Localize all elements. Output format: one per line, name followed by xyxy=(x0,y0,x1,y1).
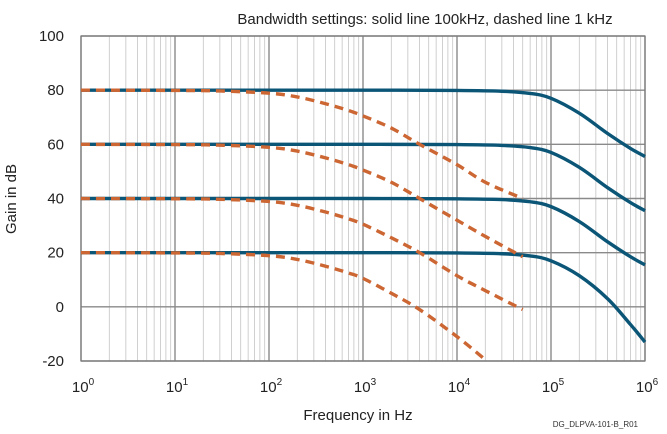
x-tick-exponent: 4 xyxy=(465,377,471,388)
x-tick-base: 10 xyxy=(354,379,371,396)
x-tick-label: 105 xyxy=(542,377,565,396)
dashed-gain-curve-5 xyxy=(80,142,524,259)
x-tick-label: 102 xyxy=(260,377,283,396)
dashed-gain-curve-4 xyxy=(80,88,524,201)
x-tick-base: 10 xyxy=(448,379,465,396)
x-tick-exponent: 0 xyxy=(89,377,95,388)
x-tick-base: 10 xyxy=(166,379,183,396)
x-tick-label: 103 xyxy=(354,377,377,396)
y-axis-title: Gain in dB xyxy=(3,164,20,234)
x-tick-exponent: 1 xyxy=(183,377,189,388)
y-tick-label: 100 xyxy=(39,28,64,45)
x-tick-base: 10 xyxy=(542,379,559,396)
dashed-gain-curve-6 xyxy=(80,196,524,312)
y-tick-label: 20 xyxy=(47,245,64,262)
x-tick-exponent: 6 xyxy=(653,377,659,388)
x-tick-labels: 100 101 102 103 104 105 106 xyxy=(72,377,659,396)
x-tick-exponent: 5 xyxy=(559,377,565,388)
x-tick-exponent: 3 xyxy=(371,377,377,388)
x-tick-label: 101 xyxy=(166,377,189,396)
x-tick-label: 104 xyxy=(448,377,471,396)
x-tick-base: 10 xyxy=(260,379,277,396)
x-tick-label: 100 xyxy=(72,377,95,396)
y-tick-label: -20 xyxy=(42,353,64,370)
chart-title: Bandwidth settings: solid line 100kHz, d… xyxy=(237,11,612,28)
y-tick-label: 0 xyxy=(56,299,64,316)
x-tick-label: 106 xyxy=(636,377,659,396)
document-code: DG_DLPVA-101-B_R01 xyxy=(553,420,639,429)
series-layer xyxy=(80,88,647,361)
x-axis-title: Frequency in Hz xyxy=(303,407,412,424)
y-tick-label: 60 xyxy=(47,136,64,153)
x-tick-exponent: 2 xyxy=(277,377,283,388)
x-tick-base: 10 xyxy=(636,379,653,396)
dashed-gain-curve-7 xyxy=(80,250,487,361)
y-tick-label: 80 xyxy=(47,82,64,99)
y-tick-label: 40 xyxy=(47,191,64,208)
y-tick-labels: -20 0 20 40 60 80 100 xyxy=(39,28,64,370)
x-tick-base: 10 xyxy=(72,379,89,396)
